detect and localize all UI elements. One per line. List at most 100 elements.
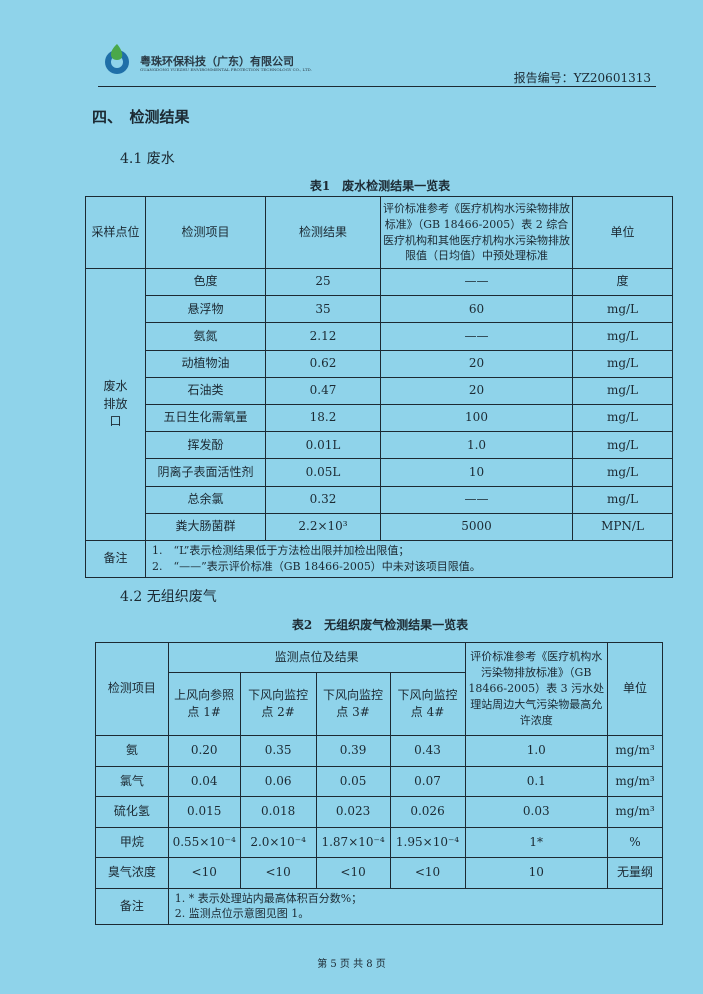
header-cell: 采样点位	[85, 196, 146, 269]
page-number: 第 5 页 共 8 页	[317, 959, 386, 970]
table-cell: 0.018	[239, 796, 317, 828]
notes-label: 备注	[85, 539, 146, 578]
table-cell: 色度	[145, 267, 266, 297]
table-cell: 0.05L	[265, 458, 381, 487]
table-cell: 0.03	[464, 796, 608, 828]
table-cell: 甲烷	[95, 826, 169, 859]
table-row: 硫化氢 0.015 0.018 0.023 0.026 0.03 mg/m³	[95, 796, 664, 828]
section-title: 四、 检测结果	[92, 108, 190, 126]
table-cell: mg/L	[572, 458, 673, 487]
company-name-en: GUANGDONG YUEZHU ENVIRONMENTAL PROTECTIO…	[140, 67, 312, 72]
table1-caption: 表1 废水检测结果一览表	[309, 179, 451, 193]
waste-gas-table: 检测项目 监测点位及结果 评价标准参考《医疗机构水污染物排放标准》（GB 184…	[95, 642, 664, 925]
table-row: 动植物油 0.62 20 mg/L	[86, 349, 673, 378]
table-cell: 100	[380, 403, 573, 433]
table-cell: 2.12	[265, 322, 381, 351]
note: 1. “L”表示检测结果低于方法检出限并加检出限值；	[152, 543, 410, 557]
table-row: 石油类 0.47 20 mg/L	[86, 376, 673, 405]
header-cell: 下风向监控点 4#	[389, 672, 466, 736]
table-cell: 25	[265, 267, 381, 297]
notes-row: 备注 1. * 表示处理站内最高体积百分数%； 2. 监测点位示意图见图 1。	[95, 887, 664, 925]
table-cell: 5000	[380, 512, 573, 541]
table-cell: 0.62	[265, 349, 381, 378]
table-cell: 0.04	[167, 765, 241, 798]
table-cell: 1.87×10⁻⁴	[315, 826, 391, 859]
table-cell: 氨	[95, 735, 169, 767]
header-cell: 上风向参照点 1#	[167, 672, 241, 736]
location-cell: 废水排放口	[85, 268, 146, 541]
table-cell: 0.015	[167, 796, 241, 828]
table-cell: 0.05	[315, 765, 391, 798]
table-row: 粪大肠菌群 2.2×10³ 5000 MPN/L	[86, 512, 673, 541]
table-cell: 无量纲	[606, 857, 664, 889]
table-cell: 0.023	[315, 796, 391, 828]
table-cell: 0.32	[265, 485, 381, 514]
table-cell: mg/L	[572, 431, 673, 460]
table-cell: 1.0	[464, 735, 608, 767]
table-header-row: 采样点位 检测项目 检测结果 评价标准参考《医疗机构水污染物排放标准》（GB 1…	[85, 196, 673, 269]
table-cell: 石油类	[145, 376, 266, 405]
table-row: 氯气 0.04 0.06 0.05 0.07 0.1 mg/m³	[95, 765, 664, 798]
report-number: 报告编号：YZ20601313	[513, 71, 651, 85]
table-cell: 1*	[464, 826, 608, 859]
table-row: 五日生化需氧量 18.2 100 mg/L	[86, 403, 673, 433]
table-cell: 0.026	[389, 796, 466, 828]
table-cell: mg/L	[572, 376, 673, 405]
header-cell: 检测项目	[145, 196, 266, 269]
table-cell: ——	[380, 485, 573, 514]
header-cell: 评价标准参考《医疗机构水污染物排放标准》（GB 18466-2005）表 2 综…	[380, 196, 573, 269]
table-cell: 悬浮物	[145, 295, 266, 324]
table-row: 总余氯 0.32 —— mg/L	[86, 485, 673, 514]
table-cell: mg/m³	[606, 796, 664, 828]
table-cell: 0.39	[315, 735, 391, 767]
table-cell: 0.35	[239, 735, 317, 767]
subsection-waste-gas: 4.2 无组织废气	[120, 589, 217, 605]
table-cell: 0.43	[389, 735, 466, 767]
table-row: 挥发酚 0.01L 1.0 mg/L	[86, 431, 673, 460]
table-cell: 1.0	[380, 431, 573, 460]
table-cell: 60	[380, 295, 573, 324]
table-cell: 动植物油	[145, 349, 266, 378]
table-cell: mg/m³	[606, 765, 664, 798]
table-cell: 0.55×10⁻⁴	[167, 826, 241, 859]
table-cell: ——	[380, 322, 573, 351]
table-cell: <10	[315, 857, 391, 889]
header-cell: 单位	[606, 642, 664, 736]
table-cell: 2.2×10³	[265, 512, 381, 541]
table-cell: <10	[389, 857, 466, 889]
table-cell: 0.20	[167, 735, 241, 767]
table-cell: mg/m³	[606, 735, 664, 767]
table-row: 氨氮 2.12 —— mg/L	[86, 322, 673, 351]
table-cell: 硫化氢	[95, 796, 169, 828]
header-cell: 评价标准参考《医疗机构水污染物排放标准》（GB 18466-2005）表 3 污…	[464, 642, 608, 736]
table-cell: 挥发酚	[145, 431, 266, 460]
table-row: 氨 0.20 0.35 0.39 0.43 1.0 mg/m³	[95, 735, 664, 767]
table-cell: 10	[380, 458, 573, 487]
subsection-wastewater: 4.1 废水	[120, 151, 175, 167]
header-divider	[98, 86, 656, 87]
table-cell: %	[606, 826, 664, 859]
notes-row: 备注 1. “L”表示检测结果低于方法检出限并加检出限值； 2. “——”表示评…	[85, 539, 673, 578]
table-cell: 粪大肠菌群	[145, 512, 266, 541]
table-cell: 0.1	[464, 765, 608, 798]
notes-cell: 1. “L”表示检测结果低于方法检出限并加检出限值； 2. “——”表示评价标准…	[145, 539, 673, 578]
header-cell: 单位	[572, 196, 673, 269]
table-cell: 1.95×10⁻⁴	[389, 826, 466, 859]
table-cell: mg/L	[572, 485, 673, 514]
table-row: 悬浮物 35 60 mg/L	[86, 295, 673, 324]
header-cell: 下风向监控点 2#	[239, 672, 317, 736]
table-cell: 0.07	[389, 765, 466, 798]
table-cell: ——	[380, 267, 573, 297]
table-cell: MPN/L	[572, 512, 673, 541]
table-cell: 臭气浓度	[95, 857, 169, 889]
table-cell: 氨氮	[145, 322, 266, 351]
table-cell: 氯气	[95, 765, 169, 798]
table-cell: <10	[167, 857, 241, 889]
notes-cell: 1. * 表示处理站内最高体积百分数%； 2. 监测点位示意图见图 1。	[167, 887, 664, 925]
table-cell: 阴离子表面活性剂	[145, 458, 266, 487]
note: 1. * 表示处理站内最高体积百分数%；	[174, 891, 363, 905]
table-cell: mg/L	[572, 403, 673, 433]
table-row: 废水排放口 色度 25 —— 度	[85, 267, 673, 541]
table-cell: 20	[380, 376, 573, 405]
